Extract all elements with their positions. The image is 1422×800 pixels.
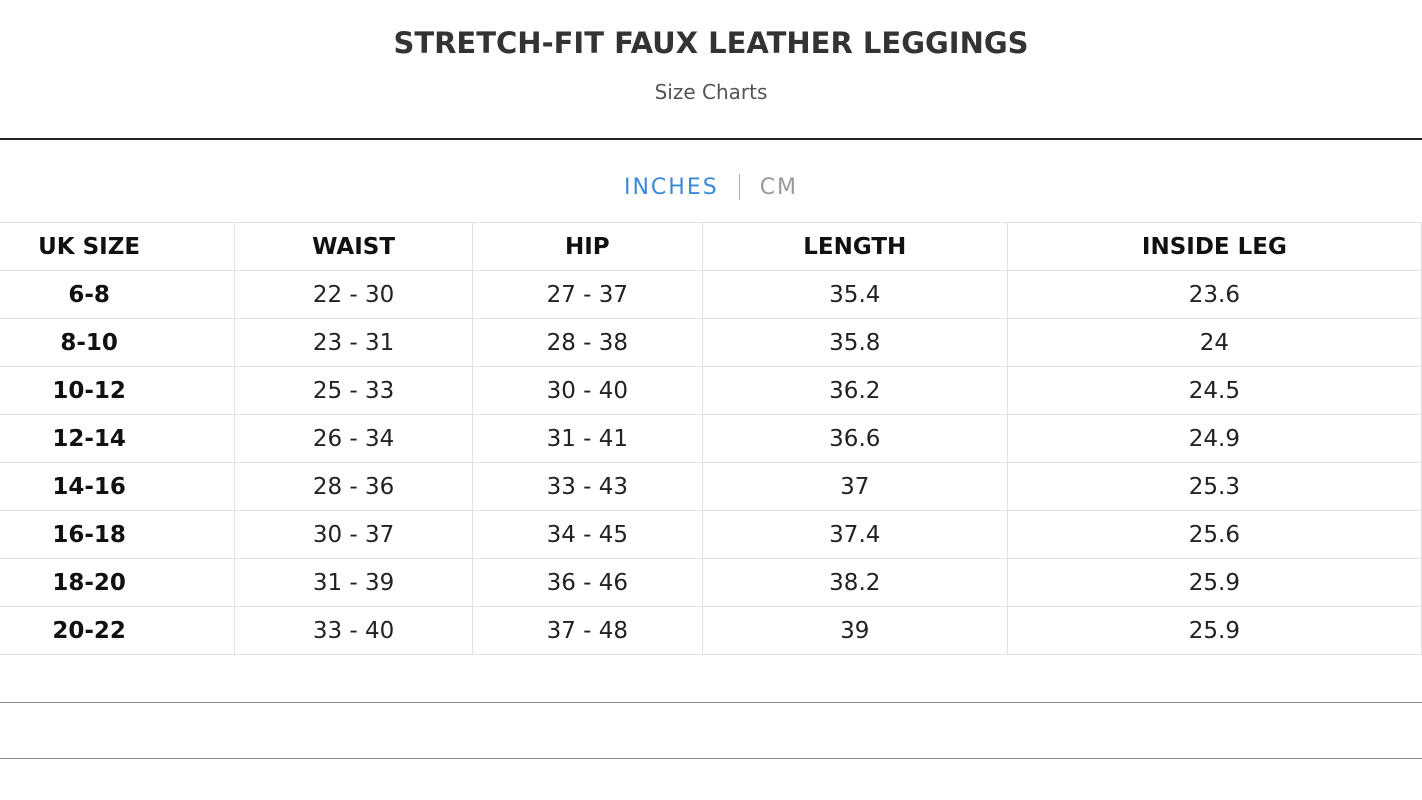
table-body: 6-8 22 - 30 27 - 37 35.4 23.6 8-10 23 - 31 28 -…	[0, 270, 1422, 655]
table-row: 6-8 22 - 30 27 - 37 35.4 23.6	[0, 270, 1422, 319]
table-row: 16-18 30 - 37 34 - 45 37.4 25.6	[0, 510, 1422, 559]
measure-cell: 38.2	[701, 558, 1008, 607]
table-row: 18-20 31 - 39 36 - 46 38.2 25.9	[0, 558, 1422, 607]
unit-tab[interactable]: INCHES	[623, 174, 719, 200]
measure-cell: 26 - 34	[234, 414, 473, 463]
table-row: 20-22 33 - 40 37 - 48 39 25.9	[0, 606, 1422, 655]
measure-cell: 35.8	[701, 318, 1008, 367]
size-cell: 6-8	[0, 270, 236, 319]
tab-separator	[738, 174, 740, 200]
measure-cell: 28 - 38	[471, 318, 703, 367]
column-header: HIP	[471, 222, 703, 271]
page-title: STRETCH-FIT FAUX LEATHER LEGGINGS	[393, 26, 1029, 60]
measure-cell: 36 - 46	[471, 558, 703, 607]
table-row: 10-12 25 - 33 30 - 40 36.2 24.5	[0, 366, 1422, 415]
measure-cell: 28 - 36	[234, 462, 473, 511]
size-table-wrap: UK SIZE WAIST HIP LENGTH INSIDE LEG 6-8 22 - …	[0, 222, 1422, 655]
measure-cell: 33 - 40	[234, 606, 473, 655]
measure-cell: 31 - 39	[234, 558, 473, 607]
size-cell: 8-10	[0, 318, 236, 367]
measure-cell: 37 - 48	[471, 606, 703, 655]
measure-cell: 24	[1006, 318, 1422, 367]
table-row: 14-16 28 - 36 33 - 43 37 25.3	[0, 462, 1422, 511]
header-row: UK SIZE WAIST HIP LENGTH INSIDE LEG	[0, 222, 1422, 271]
size-table: UK SIZE WAIST HIP LENGTH INSIDE LEG 6-8 22 - …	[0, 222, 1422, 655]
measure-cell: 25.6	[1006, 510, 1422, 559]
measure-cell: 36.2	[701, 366, 1008, 415]
measure-cell: 23.6	[1006, 270, 1422, 319]
measure-cell: 37.4	[701, 510, 1008, 559]
measure-cell: 31 - 41	[471, 414, 703, 463]
column-header: INSIDE LEG	[1006, 222, 1422, 271]
measure-cell: 25.9	[1006, 558, 1422, 607]
column-header: WAIST	[234, 222, 473, 271]
measure-cell: 37	[701, 462, 1008, 511]
measure-cell: 24.9	[1006, 414, 1422, 463]
measure-cell: 27 - 37	[471, 270, 703, 319]
measure-cell: 23 - 31	[234, 318, 473, 367]
measure-cell: 36.6	[701, 414, 1008, 463]
measure-cell: 35.4	[701, 270, 1008, 319]
measure-cell: 34 - 45	[471, 510, 703, 559]
unit-tabs: INCHES CM	[0, 174, 1422, 200]
measure-cell: 30 - 40	[471, 366, 703, 415]
measure-cell: 25.9	[1006, 606, 1422, 655]
divider	[0, 702, 1422, 703]
size-cell: 20-22	[0, 606, 236, 655]
measure-cell: 22 - 30	[234, 270, 473, 319]
measure-cell: 30 - 37	[234, 510, 473, 559]
page-subtitle: Size Charts	[654, 80, 768, 104]
column-header: LENGTH	[701, 222, 1008, 271]
size-cell: 10-12	[0, 366, 236, 415]
divider	[0, 138, 1422, 140]
size-cell: 12-14	[0, 414, 236, 463]
measure-cell: 25 - 33	[234, 366, 473, 415]
measure-cell: 39	[701, 606, 1008, 655]
measure-cell: 24.5	[1006, 366, 1422, 415]
size-cell: 14-16	[0, 462, 236, 511]
table-row: 12-14 26 - 34 31 - 41 36.6 24.9	[0, 414, 1422, 463]
size-cell: 18-20	[0, 558, 236, 607]
table-row: 8-10 23 - 31 28 - 38 35.8 24	[0, 318, 1422, 367]
measure-cell: 33 - 43	[471, 462, 703, 511]
unit-tab[interactable]: CM	[759, 174, 799, 200]
measure-cell: 25.3	[1006, 462, 1422, 511]
size-cell: 16-18	[0, 510, 236, 559]
column-header: UK SIZE	[0, 222, 236, 271]
divider	[0, 758, 1422, 759]
